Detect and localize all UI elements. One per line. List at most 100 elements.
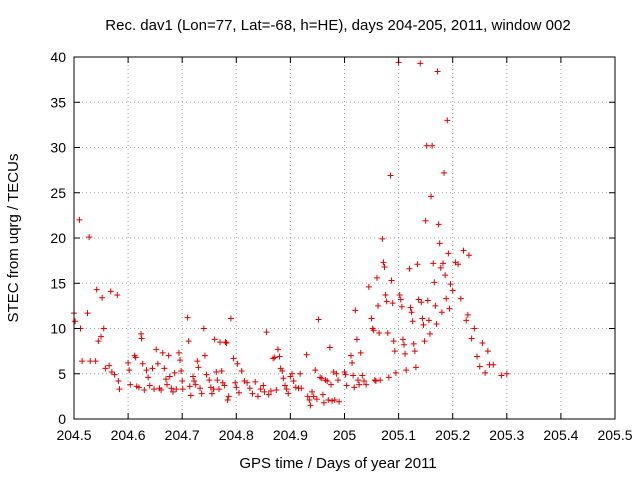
data-point: [201, 352, 208, 359]
data-point: [159, 349, 166, 356]
data-point: [230, 355, 237, 362]
data-point: [474, 353, 481, 360]
data-point: [175, 349, 182, 356]
data-point: [327, 381, 334, 388]
data-point: [100, 325, 107, 332]
data-point: [455, 261, 462, 268]
data-point: [359, 372, 366, 379]
data-point: [343, 382, 350, 389]
data-point: [115, 377, 122, 384]
data-point: [397, 296, 404, 303]
data-point: [324, 377, 331, 384]
data-point: [279, 368, 286, 375]
data-point: [289, 370, 296, 377]
data-point: [190, 373, 197, 380]
data-point: [352, 307, 359, 314]
data-point: [126, 367, 133, 374]
data-point: [195, 364, 202, 371]
data-point: [389, 300, 396, 307]
data-point: [200, 325, 207, 332]
data-point: [442, 272, 449, 279]
data-point: [372, 377, 379, 384]
data-point: [252, 378, 259, 385]
data-point: [92, 358, 99, 365]
data-point: [390, 338, 397, 345]
data-point: [490, 361, 497, 368]
data-point: [333, 370, 340, 377]
data-point: [309, 388, 316, 395]
data-point: [353, 336, 360, 343]
data-point: [356, 381, 363, 388]
data-point: [341, 368, 348, 375]
data-point: [283, 386, 290, 393]
data-point: [471, 325, 478, 332]
data-point: [375, 302, 382, 309]
data-point: [234, 360, 241, 367]
data-point: [382, 292, 389, 299]
data-point: [135, 384, 142, 391]
data-point: [415, 296, 422, 303]
data-point: [249, 390, 256, 397]
data-point: [424, 297, 431, 304]
data-point: [402, 350, 409, 357]
data-point: [406, 265, 413, 272]
data-point: [401, 341, 408, 348]
data-point: [132, 354, 139, 361]
data-point: [412, 364, 419, 371]
data-point: [464, 311, 471, 318]
data-point: [326, 344, 333, 351]
data-point: [365, 283, 372, 290]
data-point: [145, 374, 152, 381]
data-point: [360, 377, 367, 384]
data-point: [329, 397, 336, 404]
data-point: [76, 216, 83, 223]
data-point: [441, 169, 448, 176]
data-point: [98, 333, 105, 340]
data-point: [261, 388, 268, 395]
data-point: [479, 339, 486, 346]
data-point: [213, 368, 220, 375]
data-point: [428, 193, 435, 200]
data-point: [318, 375, 325, 382]
x-tick-label: 204.7: [165, 427, 200, 443]
data-point: [315, 316, 322, 323]
data-point: [438, 309, 445, 316]
data-point: [218, 368, 225, 375]
data-point: [265, 391, 272, 398]
data-point: [232, 379, 239, 386]
data-point: [102, 365, 109, 372]
data-point: [168, 385, 175, 392]
data-point: [430, 260, 437, 267]
data-point: [111, 371, 118, 378]
data-point: [280, 375, 287, 382]
data-point: [444, 117, 451, 124]
data-point: [396, 292, 403, 299]
y-tick-label: 10: [50, 321, 66, 337]
y-axis-label: STEC from uqrg / TECUs: [5, 154, 22, 323]
x-tick-label: 205.2: [435, 427, 470, 443]
data-point: [125, 359, 132, 366]
data-point: [166, 373, 173, 380]
data-point: [414, 261, 421, 268]
data-point: [420, 321, 427, 328]
y-tick-label: 35: [50, 94, 66, 110]
y-tick-label: 5: [58, 366, 66, 382]
data-point: [443, 295, 450, 302]
data-point: [87, 358, 94, 365]
data-point: [421, 338, 428, 345]
data-point: [320, 399, 327, 406]
data-point: [426, 330, 433, 337]
data-point: [203, 371, 210, 378]
data-point: [432, 302, 439, 309]
x-tick-label: 205.3: [489, 427, 524, 443]
data-point: [246, 385, 253, 392]
data-point: [99, 294, 106, 301]
data-point: [342, 371, 349, 378]
data-point: [191, 377, 198, 384]
data-point: [482, 369, 489, 376]
data-point: [192, 381, 199, 388]
data-point: [417, 60, 424, 67]
data-point: [319, 391, 326, 398]
data-point: [503, 370, 510, 377]
